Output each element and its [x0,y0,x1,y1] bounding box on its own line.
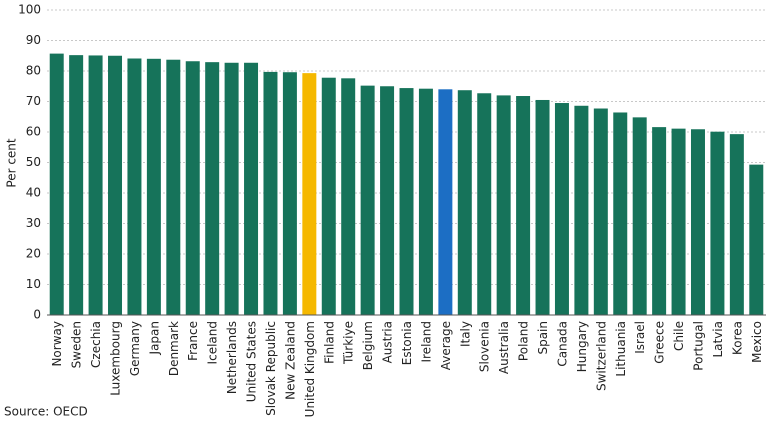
x-tick-label: Netherlands [225,321,239,394]
bar [380,86,395,315]
x-tick-label: Ireland [419,321,433,363]
bar [574,105,589,316]
bar [282,72,297,315]
x-tick-label: New Zealand [283,321,297,400]
x-tick-label: Mexico [750,321,764,363]
x-tick-label: Switzerland [594,321,608,391]
x-tick-label: Austria [381,321,395,363]
bar [749,164,764,315]
bar [457,90,472,315]
y-tick-label: 80 [26,64,41,78]
y-tick-label: 10 [26,277,41,291]
x-tick-label: Estonia [400,321,414,365]
bar [166,59,181,316]
bar [127,58,142,316]
x-tick-label: Spain [536,321,550,355]
x-tick-label: Czechia [89,321,103,368]
bar [49,53,64,316]
x-tick-label: Lithuania [614,321,628,377]
source-note: Source: OECD [4,405,88,419]
bar [496,95,511,316]
bar [108,55,123,315]
bar [593,108,608,315]
x-tick-label: Greece [653,321,667,364]
x-tick-label: Slovenia [478,321,492,372]
bar [710,131,725,315]
x-tick-label: Luxembourg [109,321,123,396]
x-tick-label: Norway [50,321,64,367]
x-tick-label: Japan [147,321,161,355]
bar [535,99,550,315]
x-tick-label: Slovak Republic [264,321,278,416]
bar [613,112,628,315]
x-tick-label: Australia [497,321,511,374]
y-tick-label: 60 [26,125,41,139]
bar [438,89,453,315]
x-tick-label: France [186,321,200,361]
y-tick-label: 30 [26,216,41,230]
bar [477,93,492,315]
x-tick-label: Average [439,321,453,370]
x-tick-label: Canada [555,321,569,367]
bar [652,127,667,316]
bar [185,61,200,315]
bar [418,88,433,315]
x-tick-label: Iceland [206,321,220,364]
x-tick-label: Belgium [361,321,375,370]
bar [146,58,161,316]
bar [302,73,317,315]
y-tick-label: 20 [26,247,41,261]
x-tick-label: United Kingdom [303,321,317,417]
bar [729,134,744,315]
x-tick-label: Finland [322,321,336,364]
x-tick-label: Israel [633,321,647,354]
x-tick-label: Portugal [691,321,705,371]
y-tick-label: 100 [18,3,41,17]
x-tick-label: Poland [517,321,531,361]
bar [263,71,278,315]
x-tick-label: Hungary [575,321,589,372]
x-tick-label: United States [245,321,259,402]
bar [69,55,84,315]
y-tick-label: 70 [26,94,41,108]
bar [399,88,414,315]
bar [516,96,531,315]
y-tick-label: 40 [26,186,41,200]
bar [224,62,239,315]
bar [690,129,705,315]
y-tick-label: 50 [26,155,41,169]
bar [88,55,103,315]
bar [360,85,375,315]
bar [205,62,220,315]
x-tick-label: Sweden [70,321,84,368]
x-tick-label: Latvia [711,321,725,358]
bar [321,77,336,316]
x-tick-label: Chile [672,321,686,351]
x-tick-label: Germany [128,321,142,376]
x-tick-label: Türkiye [342,321,356,365]
bar [244,62,259,315]
x-tick-label: Korea [730,321,744,355]
bar [554,103,569,316]
x-tick-label: Denmark [167,321,181,376]
y-axis-label: Per cent [5,138,19,188]
bar [341,78,356,315]
y-tick-label: 0 [33,308,41,322]
bar [671,128,686,315]
x-tick-label: Italy [458,321,472,347]
y-tick-label: 90 [26,33,41,47]
bar [632,117,647,315]
